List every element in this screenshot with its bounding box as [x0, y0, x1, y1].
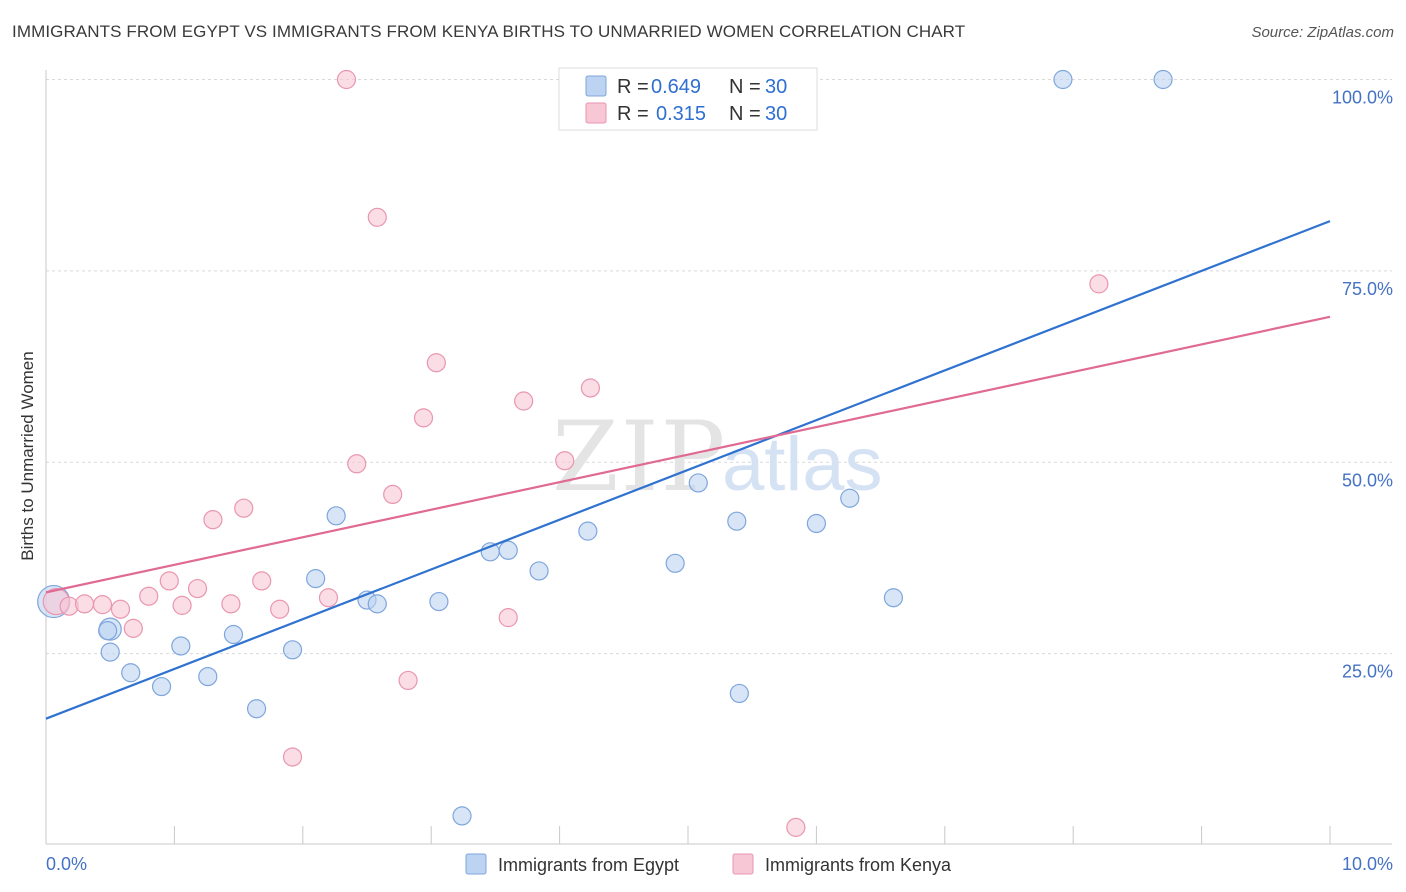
egypt-point [223, 624, 244, 645]
x-tick-label-min: 0.0% [46, 854, 87, 874]
kenya-point [413, 408, 434, 428]
kenya-trend-line [45, 315, 1331, 594]
egypt-point [151, 676, 172, 697]
kenya-point [398, 670, 418, 691]
source-credit: Source: ZipAtlas.com [1251, 24, 1394, 41]
egypt-point [100, 642, 120, 662]
bottom-legend-kenya-label: Immigrants from Kenya [765, 855, 952, 875]
bottom-legend-egypt-label: Immigrants from Egypt [498, 855, 679, 875]
kenya-point [318, 588, 339, 608]
bottom-legend-egypt-swatch [465, 853, 487, 875]
series-legend: Immigrants from Egypt Immigrants from Ke… [465, 853, 952, 875]
egypt-point [498, 540, 518, 560]
egypt-point [578, 521, 598, 541]
kenya-point [203, 510, 223, 530]
egypt-point [688, 473, 708, 493]
legend-kenya-n-value: 30 [765, 103, 787, 125]
legend-egypt-n-label: N = [729, 76, 761, 98]
data-points [37, 69, 1173, 837]
kenya-point [123, 618, 143, 638]
kenya-point [786, 817, 806, 837]
chart-title: IMMIGRANTS FROM EGYPT VS IMMIGRANTS FROM… [12, 22, 966, 41]
kenya-point [514, 391, 534, 411]
kenya-point [252, 571, 272, 591]
watermark-zip: ZIP [552, 401, 727, 513]
kenya-point [74, 594, 95, 614]
egypt-point [665, 553, 685, 573]
egypt-point [171, 636, 191, 656]
kenya-point [580, 378, 601, 398]
kenya-point [187, 578, 208, 599]
egypt-point [1153, 69, 1173, 90]
kenya-point [234, 498, 254, 518]
kenya-point [172, 595, 192, 615]
egypt-point [306, 569, 326, 589]
axes [45, 70, 1392, 845]
kenya-point [426, 353, 446, 373]
y-tick-label-25: 25.0% [1342, 662, 1393, 682]
kenya-point [221, 594, 241, 614]
egypt-point [367, 594, 387, 614]
kenya-point [1089, 274, 1109, 294]
kenya-point [347, 454, 367, 474]
legend-kenya-r-value: 0.315 [656, 103, 706, 125]
legend-egypt-n-value: 30 [765, 76, 787, 98]
kenya-point [555, 451, 575, 471]
egypt-trend-line [45, 220, 1331, 720]
kenya-point [367, 207, 387, 227]
gridlines [46, 79, 1392, 655]
watermark: ZIP atlas [552, 401, 883, 513]
egypt-point [98, 621, 118, 641]
kenya-point [383, 484, 403, 505]
y-tick-label-100: 100.0% [1332, 88, 1393, 108]
kenya-point [110, 599, 131, 619]
egypt-point [529, 561, 549, 581]
legend-kenya-swatch [585, 102, 607, 124]
x-tick-labels: 0.0% 10.0% [46, 854, 1393, 874]
y-tick-label-75: 75.0% [1342, 279, 1393, 299]
egypt-point [121, 663, 141, 683]
egypt-point [806, 513, 827, 534]
trend-lines [45, 220, 1331, 720]
kenya-point [336, 69, 357, 90]
kenya-point [159, 571, 179, 591]
egypt-point [246, 699, 267, 719]
x-tick-label-max: 10.0% [1342, 854, 1393, 874]
kenya-point [282, 747, 303, 767]
stats-legend: R = 0.649 N = 30 R = 0.315 N = 30 [558, 67, 818, 131]
bottom-legend-kenya-swatch [732, 853, 754, 875]
y-tick-label-50: 50.0% [1342, 470, 1393, 490]
legend-egypt-r-value: 0.649 [651, 76, 701, 98]
kenya-point [498, 608, 518, 628]
egypt-point [198, 666, 218, 687]
kenya-point [139, 586, 159, 606]
egypt-point [727, 511, 747, 531]
kenya-point [92, 595, 113, 615]
y-axis-label: Births to Unmarried Women [18, 351, 37, 560]
egypt-point [282, 640, 303, 660]
legend-egypt-swatch [585, 75, 607, 97]
legend-kenya-n-label: N = [729, 103, 761, 125]
legend-kenya-r-label: R = [617, 103, 649, 125]
egypt-point [429, 591, 449, 612]
egypt-point [840, 488, 860, 508]
kenya-point [270, 599, 290, 619]
egypt-point [1053, 69, 1073, 90]
egypt-point [729, 683, 749, 704]
egypt-point [883, 588, 904, 608]
egypt-point [452, 806, 472, 826]
legend-egypt-r-label: R = [617, 76, 649, 98]
egypt-point [326, 506, 346, 526]
y-tick-labels: 25.0% 50.0% 75.0% 100.0% [1332, 88, 1393, 682]
